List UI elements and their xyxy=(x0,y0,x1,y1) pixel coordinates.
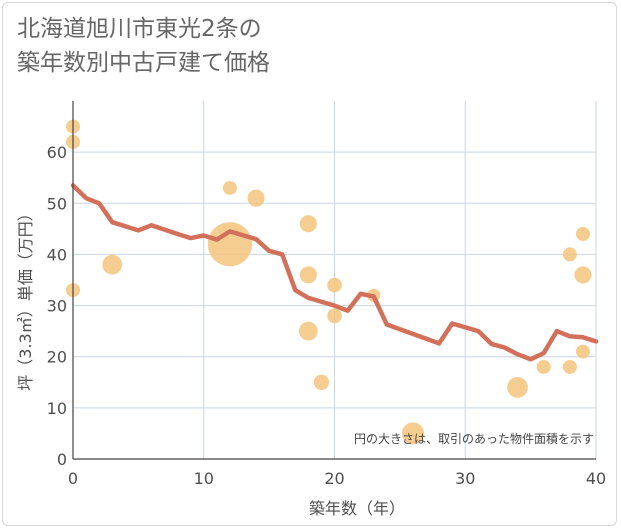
x-tick-label-30: 30 xyxy=(455,469,475,488)
tick-labels: 0 10 20 30 40 0 10 20 30 40 50 60 xyxy=(47,143,607,488)
bubble-point-20 xyxy=(574,266,592,284)
x-tick-label-0: 0 xyxy=(68,469,78,488)
bubble-point-10 xyxy=(313,374,330,390)
bubble-point-14 xyxy=(401,422,425,445)
x-axis-label: 築年数（年） xyxy=(309,499,405,518)
bubble-point-8 xyxy=(299,266,317,284)
bubble-size-note: 円の大きさは、取引のあった物件面積を示す xyxy=(354,431,594,446)
y-tick-label-10: 10 xyxy=(47,399,67,418)
bubble-point-18 xyxy=(562,359,577,374)
bubble-point-11 xyxy=(327,277,342,293)
bubble-point-17 xyxy=(562,247,577,262)
trend-line xyxy=(70,183,599,362)
x-tick-label-40: 40 xyxy=(586,469,606,488)
bubble-point-5 xyxy=(207,222,253,267)
bubble-point-16 xyxy=(536,359,551,374)
y-tick-label-20: 20 xyxy=(47,348,67,367)
bubble-point-3 xyxy=(102,254,123,275)
bubble-point-12 xyxy=(327,308,342,324)
bubble-point-15 xyxy=(507,377,528,398)
x-tick-label-10: 10 xyxy=(194,469,214,488)
chart-title: 北海道旭川市東光2条の 築年数別中古戸建て価格 xyxy=(17,12,270,80)
y-tick-label-60: 60 xyxy=(47,143,67,162)
axes xyxy=(72,101,596,460)
y-tick-label-40: 40 xyxy=(47,245,67,264)
trend-line-group xyxy=(70,183,599,362)
bubble-point-9 xyxy=(298,321,318,341)
bubble-point-4 xyxy=(222,180,237,195)
bubble-point-7 xyxy=(299,215,317,233)
chart-title-line-2: 築年数別中古戸建て価格 xyxy=(17,50,270,76)
chart-title-line-1: 北海道旭川市東光2条の xyxy=(17,16,262,42)
y-tick-label-50: 50 xyxy=(47,194,67,213)
y-tick-label-0: 0 xyxy=(57,450,67,469)
grid xyxy=(73,101,597,459)
y-axis-label: 坪（3.3㎡）単価（万円） xyxy=(16,205,35,390)
bubble-point-6 xyxy=(247,189,265,207)
y-tick-label-30: 30 xyxy=(47,297,67,316)
bubble-point-21 xyxy=(575,344,590,359)
x-tick-label-20: 20 xyxy=(324,469,344,488)
bubbles xyxy=(66,119,592,445)
bubble-point-19 xyxy=(575,226,590,241)
